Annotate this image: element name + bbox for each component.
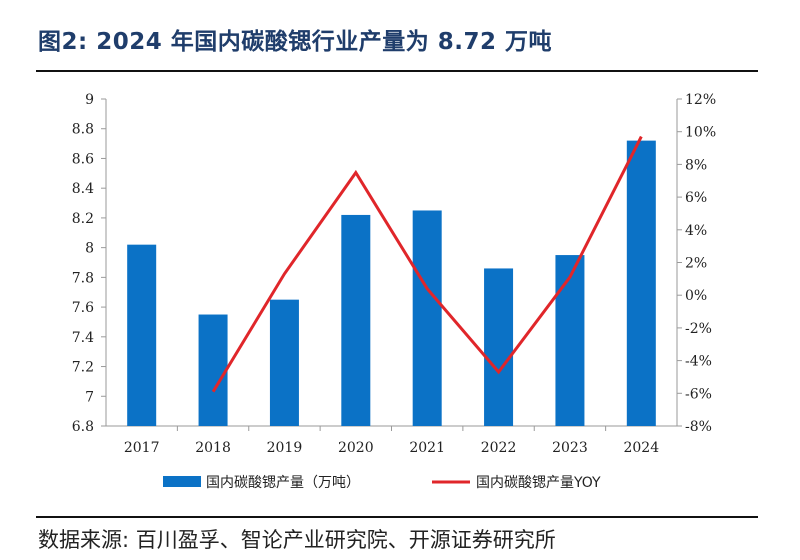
x-tick-label: 2021 [409, 440, 445, 456]
left-tick-label: 9 [85, 92, 94, 108]
x-tick-label: 2019 [267, 440, 303, 456]
bar [198, 314, 228, 426]
left-tick-label: 8.6 [72, 151, 94, 167]
yoy-line [211, 135, 643, 393]
left-tick-label: 7.6 [72, 300, 94, 316]
bar [127, 244, 157, 426]
bar [626, 140, 656, 427]
x-tick-label: 2023 [552, 440, 588, 456]
left-tick-label: 8.2 [72, 211, 94, 227]
title-rule [36, 70, 758, 72]
right-tick-label: 4% [685, 223, 707, 239]
x-tick-label: 2017 [124, 440, 160, 456]
right-tick-label: 6% [685, 190, 707, 206]
right-tick-label: 10% [685, 125, 716, 141]
left-tick-label: 8 [85, 241, 94, 257]
left-tick-label: 8.4 [72, 181, 94, 197]
bar [555, 255, 585, 426]
left-tick-label: 8.8 [72, 122, 94, 138]
x-tick-label: 2020 [338, 440, 374, 456]
legend-line-label: 国内碳酸锶产量YOY [476, 475, 601, 491]
right-tick-label: -4% [685, 354, 712, 370]
left-tick-label: 7 [85, 389, 94, 405]
left-tick-label: 6.8 [72, 419, 94, 435]
right-tick-label: 8% [685, 157, 707, 173]
source-note: 数据来源: 百川盈孚、智论产业研究院、开源证券研究所 [38, 528, 556, 552]
bar [341, 214, 371, 426]
right-tick-label: -6% [685, 386, 712, 402]
x-tick-label: 2022 [481, 440, 517, 456]
bar [269, 299, 299, 426]
left-tick-label: 7.2 [72, 360, 94, 376]
legend-bar-label: 国内碳酸锶产量（万吨） [206, 475, 360, 491]
left-tick-label: 7.4 [72, 330, 94, 346]
x-tick-label: 2018 [195, 440, 231, 456]
right-tick-label: 12% [685, 92, 716, 108]
source-rule [36, 516, 758, 518]
right-tick-label: -2% [685, 321, 712, 337]
bar [412, 210, 442, 426]
bar [484, 268, 514, 426]
chart-title: 图2: 2024 年国内碳酸锶行业产量为 8.72 万吨 [38, 29, 552, 55]
legend-bar-swatch [163, 476, 201, 487]
right-tick-label: 2% [685, 256, 707, 272]
left-tick-label: 7.8 [72, 270, 94, 286]
x-tick-label: 2024 [623, 440, 659, 456]
right-tick-label: -8% [685, 419, 712, 435]
right-tick-label: 0% [685, 288, 707, 304]
